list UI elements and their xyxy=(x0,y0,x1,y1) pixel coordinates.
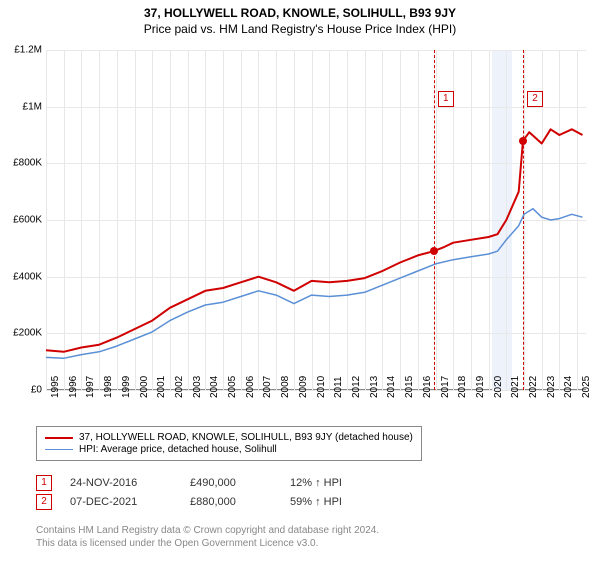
legend-swatch xyxy=(45,449,73,450)
legend-swatch xyxy=(45,437,73,439)
x-axis-label: 2010 xyxy=(316,376,327,398)
line-plot xyxy=(46,50,586,390)
x-axis-label: 2018 xyxy=(457,376,468,398)
sales-table: 1 24-NOV-2016£490,00012% ↑ HPI 2 07-DEC-202… xyxy=(36,472,390,513)
sale-row: 2 07-DEC-2021£880,00059% ↑ HPI xyxy=(36,494,390,510)
chart-title: 37, HOLLYWELL ROAD, KNOWLE, SOLIHULL, B9… xyxy=(0,6,600,20)
y-axis-label: £200K xyxy=(2,328,42,339)
x-axis-label: 2004 xyxy=(209,376,220,398)
x-axis-label: 2014 xyxy=(386,376,397,398)
x-axis-label: 1995 xyxy=(50,376,61,398)
footer-line-1: Contains HM Land Registry data © Crown c… xyxy=(36,524,379,537)
y-axis-label: £800K xyxy=(2,158,42,169)
footer-line-2: This data is licensed under the Open Gov… xyxy=(36,537,379,550)
y-axis-label: £0 xyxy=(2,385,42,396)
y-axis-label: £600K xyxy=(2,215,42,226)
x-axis-label: 2000 xyxy=(139,376,150,398)
x-axis-label: 2001 xyxy=(156,376,167,398)
sale-row-marker: 2 xyxy=(36,494,52,510)
x-axis-label: 1997 xyxy=(85,376,96,398)
legend-item: 37, HOLLYWELL ROAD, KNOWLE, SOLIHULL, B9… xyxy=(45,432,413,443)
sale-date: 07-DEC-2021 xyxy=(70,496,190,508)
x-axis-label: 2002 xyxy=(174,376,185,398)
x-axis-label: 2016 xyxy=(422,376,433,398)
x-axis-label: 2009 xyxy=(298,376,309,398)
sale-row-marker: 1 xyxy=(36,475,52,491)
series-line xyxy=(46,209,583,359)
legend-item: HPI: Average price, detached house, Soli… xyxy=(45,444,413,455)
sale-price: £880,000 xyxy=(190,496,290,508)
x-axis-label: 2012 xyxy=(351,376,362,398)
x-axis-label: 2011 xyxy=(333,376,344,398)
x-axis-label: 2024 xyxy=(563,376,574,398)
sale-marker-box: 1 xyxy=(438,91,454,107)
y-axis-label: £1.2M xyxy=(2,45,42,56)
x-axis-label: 2022 xyxy=(528,376,539,398)
sale-marker-box: 2 xyxy=(527,91,543,107)
x-axis-label: 2006 xyxy=(245,376,256,398)
x-axis-label: 2003 xyxy=(192,376,203,398)
sale-price: £490,000 xyxy=(190,477,290,489)
x-axis-label: 2015 xyxy=(404,376,415,398)
x-axis-label: 2008 xyxy=(280,376,291,398)
x-axis-label: 2023 xyxy=(546,376,557,398)
legend-label: HPI: Average price, detached house, Soli… xyxy=(79,444,277,455)
y-axis-label: £1M xyxy=(2,101,42,112)
chart-subtitle: Price paid vs. HM Land Registry's House … xyxy=(0,22,600,36)
sale-row: 1 24-NOV-2016£490,00012% ↑ HPI xyxy=(36,475,390,491)
x-axis-label: 2007 xyxy=(262,376,273,398)
sale-delta: 59% ↑ HPI xyxy=(290,496,390,508)
sale-marker-dot xyxy=(519,137,527,145)
x-axis-label: 2025 xyxy=(581,376,592,398)
x-axis-label: 2019 xyxy=(475,376,486,398)
x-axis-label: 1996 xyxy=(68,376,79,398)
sale-marker-dot xyxy=(430,247,438,255)
series-line xyxy=(46,129,583,351)
footer-attribution: Contains HM Land Registry data © Crown c… xyxy=(36,524,379,550)
x-axis-label: 2021 xyxy=(510,376,521,398)
x-axis-label: 2020 xyxy=(493,376,504,398)
x-axis-label: 2005 xyxy=(227,376,238,398)
x-axis-label: 1998 xyxy=(103,376,114,398)
x-axis-label: 1999 xyxy=(121,376,132,398)
x-axis-label: 2017 xyxy=(440,376,451,398)
legend-label: 37, HOLLYWELL ROAD, KNOWLE, SOLIHULL, B9… xyxy=(79,432,413,443)
sale-delta: 12% ↑ HPI xyxy=(290,477,390,489)
legend: 37, HOLLYWELL ROAD, KNOWLE, SOLIHULL, B9… xyxy=(36,426,422,461)
y-axis-label: £400K xyxy=(2,271,42,282)
sale-date: 24-NOV-2016 xyxy=(70,477,190,489)
chart-area: 12 £0£200K£400K£600K£800K£1M£1.2M 199519… xyxy=(46,50,586,390)
x-axis-label: 2013 xyxy=(369,376,380,398)
